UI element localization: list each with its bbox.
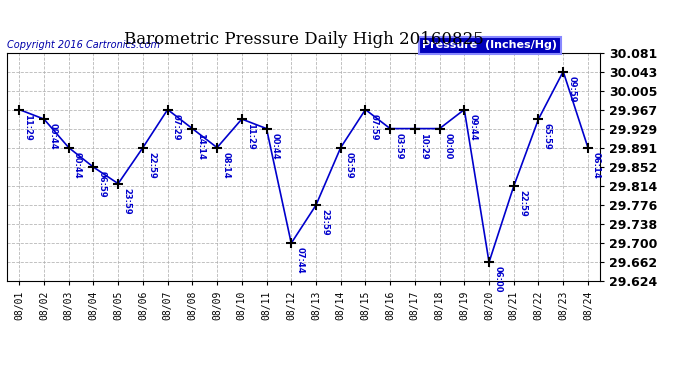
Text: 22:59: 22:59 xyxy=(147,152,156,178)
Text: 22:59: 22:59 xyxy=(518,190,527,217)
Text: 00:44: 00:44 xyxy=(48,123,57,150)
Text: 09:59: 09:59 xyxy=(567,76,576,102)
Text: 07:59: 07:59 xyxy=(370,114,379,140)
Text: 00:00: 00:00 xyxy=(444,133,453,159)
Text: 11:29: 11:29 xyxy=(23,114,32,141)
Text: 05:59: 05:59 xyxy=(345,152,354,178)
Text: 10:29: 10:29 xyxy=(419,133,428,159)
Text: 23:59: 23:59 xyxy=(122,188,131,214)
Title: Barometric Pressure Daily High 20160825: Barometric Pressure Daily High 20160825 xyxy=(124,31,484,48)
Text: 06:00: 06:00 xyxy=(493,266,502,293)
Text: 14:14: 14:14 xyxy=(197,133,206,160)
Text: 06:59: 06:59 xyxy=(97,171,106,198)
Text: 07:29: 07:29 xyxy=(172,114,181,140)
Text: 65:59: 65:59 xyxy=(542,123,551,150)
Text: 07:44: 07:44 xyxy=(295,248,304,274)
Text: 00:44: 00:44 xyxy=(270,133,279,159)
Text: Pressure  (Inches/Hg): Pressure (Inches/Hg) xyxy=(422,40,558,50)
Text: 03:59: 03:59 xyxy=(394,133,403,159)
Text: 09:44: 09:44 xyxy=(469,114,477,140)
Text: 06:14: 06:14 xyxy=(592,152,601,178)
Text: Copyright 2016 Cartronics.com: Copyright 2016 Cartronics.com xyxy=(7,40,160,50)
Text: 11:29: 11:29 xyxy=(246,123,255,150)
Text: 08:14: 08:14 xyxy=(221,152,230,178)
Text: 00:44: 00:44 xyxy=(73,152,82,178)
Text: 23:59: 23:59 xyxy=(320,209,329,236)
